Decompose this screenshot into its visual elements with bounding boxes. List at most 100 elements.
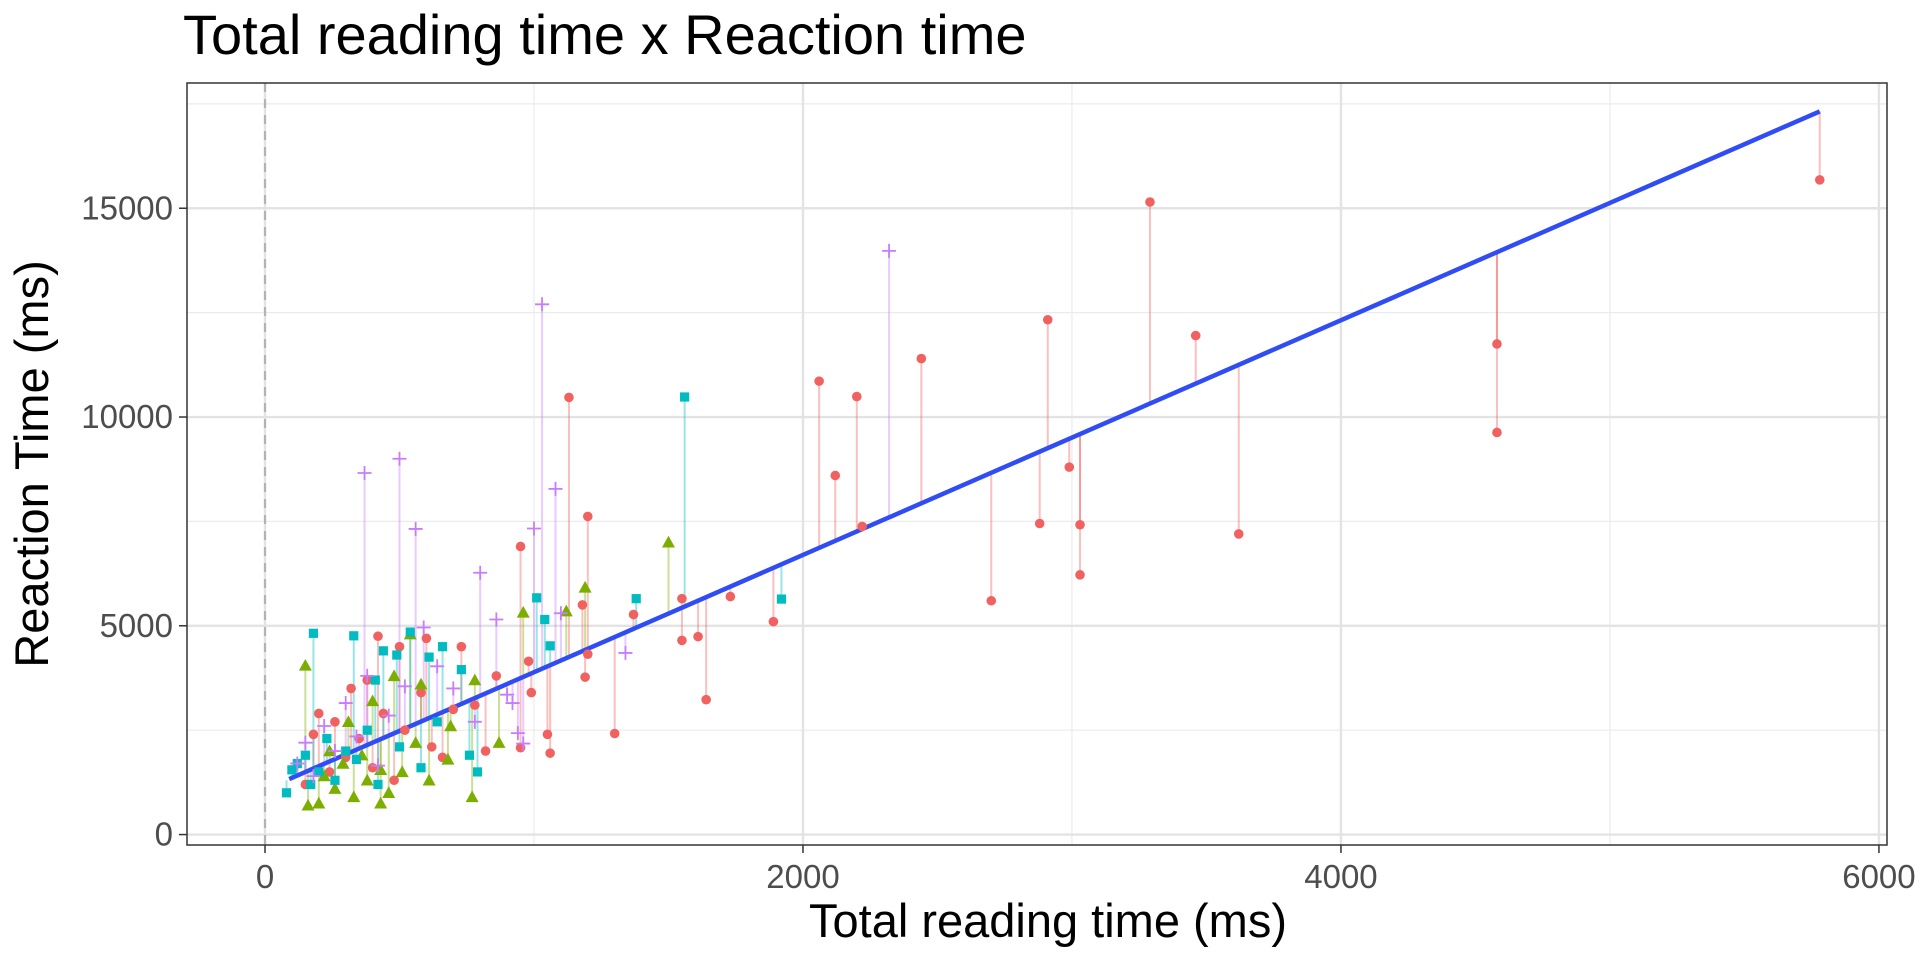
data-point-plus (370, 758, 385, 773)
data-point-circle (1075, 519, 1085, 530)
data-point-circle (701, 694, 711, 705)
data-point-square (330, 775, 340, 785)
data-point-square (432, 717, 442, 727)
data-point-circle (367, 762, 378, 773)
data-point-plus (489, 612, 504, 627)
data-point-plus (548, 481, 563, 496)
data-point-triangle (387, 669, 401, 682)
data-point-circle (421, 633, 432, 644)
grid (187, 83, 1887, 845)
data-point-plus (467, 714, 482, 729)
data-point-plus (416, 620, 431, 635)
data-point-circle (346, 683, 356, 694)
data-point-circle (677, 635, 687, 646)
y-tick-label: 5000 (100, 607, 173, 644)
data-point-triangle (328, 782, 342, 794)
fit-line (288, 109, 1821, 782)
data-point-triangle (374, 796, 388, 809)
data-point-triangle (312, 796, 326, 809)
data-point-circle (628, 609, 639, 620)
data-point-square (416, 763, 426, 773)
data-point-plus (526, 521, 541, 536)
data-point-plus (392, 451, 407, 466)
data-point-triangle (341, 715, 355, 728)
data-point-plus (357, 465, 372, 480)
y-tick-label: 10000 (81, 398, 173, 435)
data-point-circle (324, 767, 335, 777)
data-point-plus (349, 729, 364, 744)
data-point-square (378, 646, 388, 656)
data-point-circle (677, 593, 687, 604)
data-point-plus (510, 726, 525, 741)
data-point-plus (430, 659, 445, 674)
data-point-circle (582, 511, 593, 522)
data-point-plus (327, 744, 342, 759)
data-point-plus (618, 645, 633, 660)
data-point-triangle (366, 694, 380, 707)
data-point-plus (473, 565, 488, 580)
chart-title: Total reading time x Reaction time (183, 3, 1027, 66)
data-point-triangle (298, 658, 312, 671)
plot-panel-border (186, 82, 1888, 846)
data-point-square (341, 746, 351, 756)
data-point-square (776, 594, 787, 604)
data-point-circle (456, 641, 467, 652)
data-point-plus (535, 297, 550, 312)
data-point-square (322, 733, 332, 744)
data-point-circle (564, 392, 574, 403)
x-tick-label: 0 (256, 858, 274, 895)
data-point-square (456, 665, 466, 675)
data-point-square (314, 767, 324, 777)
data-point-triangle (409, 736, 423, 748)
data-point-plus (397, 679, 412, 694)
data-point-circle (1064, 462, 1075, 472)
data-point-triangle (395, 765, 409, 778)
data-point-plus (381, 708, 396, 723)
fit-line-layer (285, 109, 1821, 806)
data-point-square (405, 627, 415, 637)
data-point-circle (523, 656, 534, 667)
x-axis-title: Total reading time (ms) (809, 894, 1287, 947)
data-point-square (362, 725, 372, 735)
data-points (281, 175, 1825, 811)
data-point-circle (314, 708, 324, 719)
data-point-circle (416, 687, 426, 698)
data-point-square (392, 650, 402, 660)
data-point-circle (577, 600, 588, 610)
data-point-circle (725, 591, 736, 602)
data-point-circle (480, 746, 491, 756)
data-point-circle (394, 641, 405, 652)
data-point-circle (515, 541, 526, 552)
data-point-circle (1492, 427, 1502, 438)
data-point-circle (693, 631, 703, 642)
data-point-triangle (422, 773, 436, 786)
data-point-triangle (465, 790, 479, 803)
data-point-plus (516, 736, 531, 751)
data-point-circle (542, 729, 553, 740)
data-point-circle (857, 521, 867, 532)
data-point-plus (317, 719, 332, 734)
x-tick-label: 2000 (766, 858, 839, 895)
data-point-circle (526, 687, 537, 698)
data-point-circle (1190, 330, 1201, 341)
x-tick-label: 4000 (1304, 858, 1377, 895)
data-point-square (472, 767, 483, 777)
data-point-square (308, 628, 319, 638)
data-point-plus (446, 681, 461, 696)
data-point-square (281, 788, 292, 798)
data-point-triangle (492, 736, 506, 748)
data-point-square (680, 392, 690, 402)
data-point-circle (448, 704, 459, 715)
data-point-square (424, 652, 434, 662)
data-point-plus (505, 696, 520, 711)
data-point-circle (373, 631, 383, 642)
data-point-square (545, 641, 555, 651)
data-point-triangle (661, 535, 675, 548)
data-point-square (373, 779, 383, 790)
data-point-plus (360, 668, 375, 683)
data-point-square (287, 765, 297, 775)
data-point-circle (426, 742, 437, 752)
data-point-square (532, 593, 542, 603)
data-point-circle (916, 353, 927, 364)
